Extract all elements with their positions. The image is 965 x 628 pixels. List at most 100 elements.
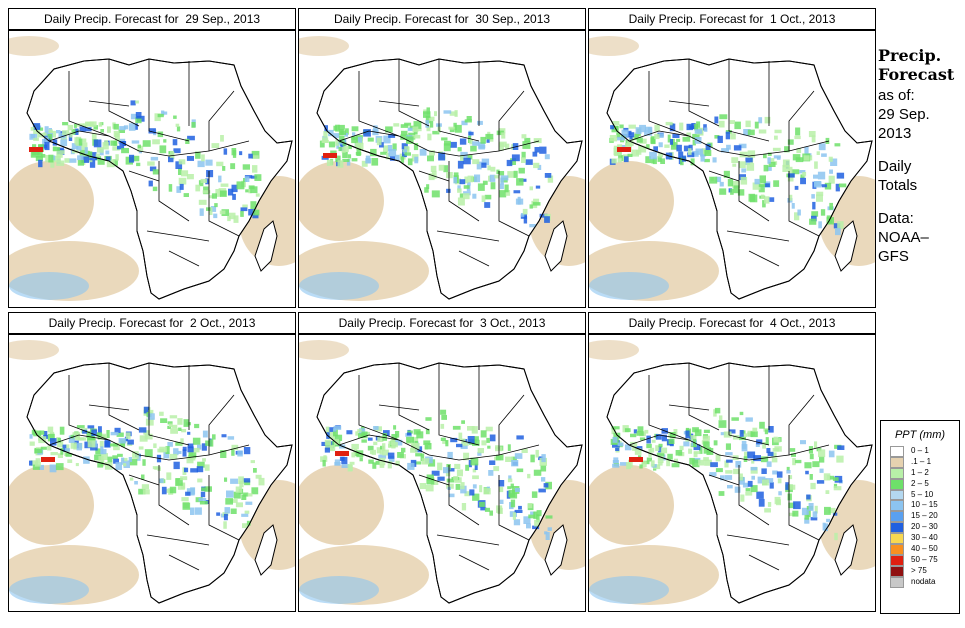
precip-cell [334,462,341,466]
precip-cell [45,155,51,163]
precip-cell [370,148,377,157]
precip-cell [832,512,838,516]
precip-cell [724,460,729,468]
precip-cell [826,518,831,523]
precip-cell [125,432,131,439]
country-border [138,444,250,461]
precip-cell [170,151,174,158]
precip-cell [489,434,496,442]
legend-item: 2 – 5 [881,478,959,490]
precip-cell [725,452,733,456]
precip-cell [377,436,384,442]
precip-cell [723,170,730,178]
precip-cell [510,483,514,488]
precip-area [589,272,669,300]
precip-cell [655,434,662,440]
precip-cell [413,461,422,465]
country-border [138,140,250,157]
precip-cell [714,135,720,139]
precip-cell [457,160,464,169]
precip-cell [163,451,170,459]
precip-cell [98,122,103,127]
precip-cell [820,209,826,216]
precip-cell [767,451,774,457]
precip-cell [481,158,490,166]
precip-cell [726,144,731,150]
precip-cell [758,185,765,193]
precip-cell [227,436,235,440]
precip-cell [829,475,834,480]
precip-cell [58,132,66,139]
precip-cell [349,461,355,465]
precip-cell [538,488,546,493]
precip-cell [761,468,767,474]
legend-label: .1 – 1 [911,456,932,466]
precip-cell [167,421,173,425]
precip-cell [544,531,548,535]
precip-cell [338,146,342,152]
precip-cell [248,209,256,216]
precip-cell [703,447,712,454]
precip-cell [698,459,705,466]
precip-cell [490,166,496,172]
precip-cell [646,457,652,462]
precip-cell [188,452,197,458]
africa-map-svg [299,340,585,605]
country-border [158,465,190,526]
precip-cell [746,163,755,171]
precip-cell [481,162,487,168]
precip-cell [692,459,700,468]
precip-cell [356,142,362,150]
precip-cell [612,463,620,468]
precip-cell [365,431,370,436]
precip-cell [448,493,455,498]
precip-cell [720,432,726,436]
precip-cell [194,507,202,515]
precip-cell [764,116,771,124]
precip-cell [493,466,500,472]
precip-cell [826,215,831,220]
precip-cell [224,477,228,482]
precip-cell [635,446,643,450]
precip-cell [367,137,374,142]
country-border [88,404,130,411]
precip-cell [766,461,772,467]
precip-cell [97,159,105,165]
precip-cell [618,440,622,444]
precip-cell [739,430,744,437]
precip-cell [397,452,404,458]
precip-cell [813,174,818,179]
precip-cell [183,193,189,197]
precip-cell [38,144,42,149]
precip-area [299,272,379,300]
precip-cell [804,146,809,154]
precip-cell [611,158,617,164]
precip-cell [477,183,485,191]
precip-cell [37,132,44,138]
legend-swatch [890,554,904,566]
legend-swatch [890,456,904,468]
precip-cell [394,154,400,161]
precip-cell [487,131,491,136]
precip-cell [100,129,104,133]
precip-cell [621,129,629,137]
precip-cell [794,212,800,221]
precip-cell [67,459,73,463]
country-border [398,59,430,127]
precip-cell [734,486,741,493]
precip-cell [178,427,182,431]
precip-cell [443,467,450,474]
precip-cell [235,486,242,493]
precip-cell [696,121,701,129]
precip-cell [760,456,769,463]
precip-cell [335,155,341,163]
legend-item: 30 – 40 [881,533,959,545]
precip-cell [726,459,733,463]
precip-cell [342,159,350,162]
precip-cell [119,126,126,131]
precip-cell [184,467,189,473]
precip-cell [437,462,443,471]
country-border [398,363,430,431]
precip-cell [406,136,414,144]
precip-cell [460,485,467,494]
